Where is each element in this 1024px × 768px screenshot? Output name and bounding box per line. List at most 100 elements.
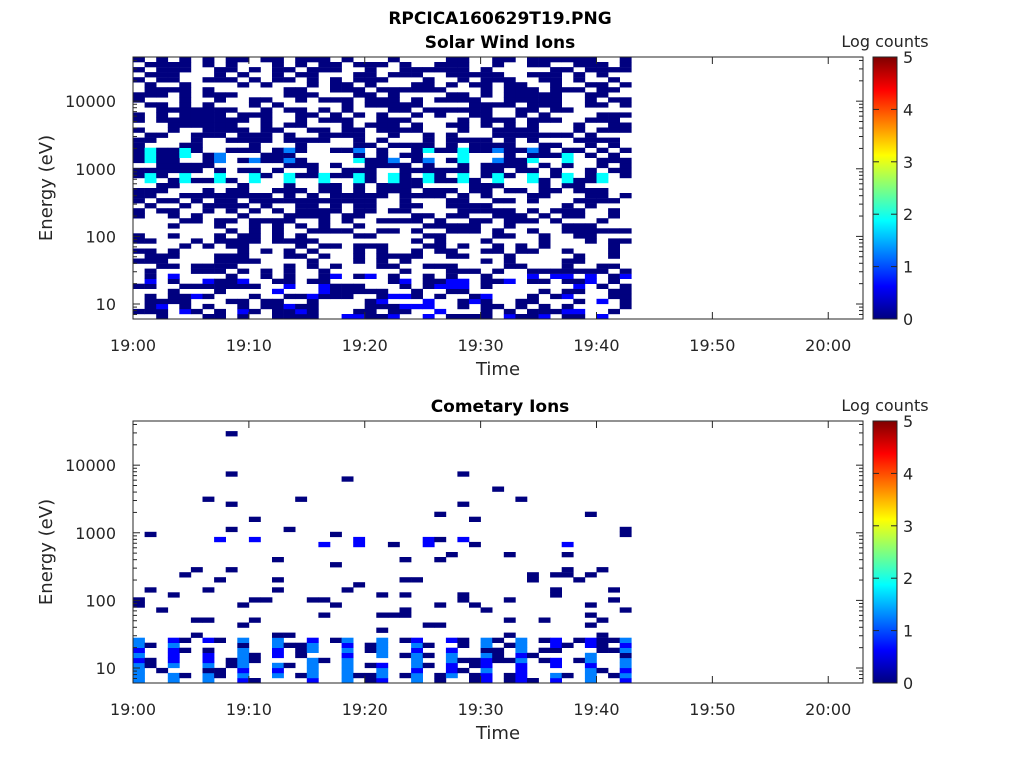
heatmap-cell (225, 193, 238, 199)
heatmap-cell (550, 167, 562, 174)
heatmap-cell (584, 678, 597, 684)
heatmap-cell (445, 248, 458, 254)
heatmap-cell (480, 667, 493, 674)
heatmap-cell (283, 132, 296, 138)
heatmap-cell (353, 233, 366, 239)
heatmap-cell (503, 162, 516, 169)
heatmap-cell (527, 572, 539, 578)
heatmap-cell (469, 112, 481, 118)
heatmap-cell (515, 678, 528, 684)
heatmap-cell (260, 218, 273, 224)
heatmap-cell (190, 567, 203, 573)
heatmap-cell (330, 288, 342, 295)
heatmap-cell (133, 602, 145, 608)
heatmap-cell (364, 77, 377, 83)
heatmap-cell (283, 137, 296, 143)
heatmap-cell (144, 273, 157, 279)
heatmap-cell (608, 137, 620, 143)
heatmap-cell (584, 511, 597, 517)
heatmap-cell (144, 167, 157, 174)
heatmap-cell (214, 152, 226, 158)
heatmap-cell (272, 314, 284, 320)
heatmap-cell (584, 642, 597, 648)
heatmap-cell (411, 647, 423, 653)
colorbar-tick-label: 1 (903, 622, 913, 641)
heatmap-cell (399, 67, 412, 73)
heatmap-cell (214, 258, 226, 264)
heatmap-cell (144, 82, 157, 88)
heatmap-cell (469, 107, 481, 113)
heatmap-cell (608, 112, 620, 118)
heatmap-cell (503, 223, 516, 229)
heatmap-cell (144, 92, 157, 98)
heatmap-cell (156, 183, 169, 189)
heatmap-cell (202, 268, 215, 274)
heatmap-cell (550, 72, 562, 78)
heatmap-cell (167, 642, 180, 648)
heatmap-cell (283, 67, 296, 73)
heatmap-cell (248, 652, 261, 659)
heatmap-cell (133, 283, 145, 289)
heatmap-cell (144, 188, 157, 194)
heatmap-cell (318, 183, 331, 189)
heatmap-cell (330, 132, 342, 138)
heatmap-cell (214, 278, 226, 284)
heatmap-cell (399, 308, 412, 315)
heatmap-cell (619, 293, 632, 300)
heatmap-cell (596, 218, 609, 224)
heatmap-cell (283, 92, 296, 98)
heatmap-cell (584, 657, 597, 664)
heatmap-cell (538, 303, 551, 310)
heatmap-cell (399, 208, 412, 214)
heatmap-cell (608, 122, 620, 128)
heatmap-cell (561, 57, 574, 63)
heatmap-cell (167, 62, 180, 68)
heatmap-cell (364, 172, 377, 179)
heatmap-cell (202, 132, 215, 138)
heatmap-cell (515, 112, 528, 118)
heatmap-cell (133, 238, 145, 244)
heatmap-cell (619, 268, 632, 274)
heatmap-cell (179, 67, 192, 73)
heatmap-cell (225, 188, 238, 194)
heatmap-cell (341, 288, 354, 295)
heatmap-cell (179, 112, 192, 118)
heatmap-cell (561, 107, 574, 113)
heatmap-cell (248, 238, 261, 244)
heatmap-cell (376, 263, 389, 269)
heatmap-cell (457, 67, 470, 73)
heatmap-cell (376, 672, 389, 679)
heatmap-cell (167, 77, 180, 83)
heatmap-cell (422, 188, 435, 194)
heatmap-cell (492, 303, 505, 310)
heatmap-cell (214, 97, 226, 103)
heatmap-cell (573, 223, 586, 229)
colorbar-tick-label: 2 (903, 569, 913, 588)
heatmap-cell (237, 137, 250, 143)
heatmap-cell (596, 263, 609, 269)
heatmap-cell (260, 132, 273, 138)
heatmap-cell (434, 62, 447, 68)
heatmap-cell (353, 137, 366, 143)
heatmap-cell (480, 72, 493, 78)
heatmap-cell (550, 592, 562, 598)
heatmap-cell (422, 273, 435, 279)
x-tick-label: 19:00 (110, 336, 156, 355)
heatmap-cell (411, 652, 423, 659)
heatmap-cell (515, 213, 528, 219)
heatmap-cell (190, 632, 203, 638)
heatmap-cell (353, 288, 366, 295)
heatmap-cell (561, 213, 574, 219)
heatmap-cell (214, 283, 226, 289)
heatmap-cell (422, 67, 435, 73)
heatmap-cell (480, 273, 493, 279)
heatmap-cell (584, 82, 597, 88)
heatmap-cell (376, 87, 389, 93)
heatmap-cell (248, 293, 261, 300)
heatmap-cell (190, 263, 203, 269)
heatmap-cell (503, 82, 516, 88)
heatmap-cell (608, 288, 620, 295)
heatmap-cell (445, 552, 458, 558)
